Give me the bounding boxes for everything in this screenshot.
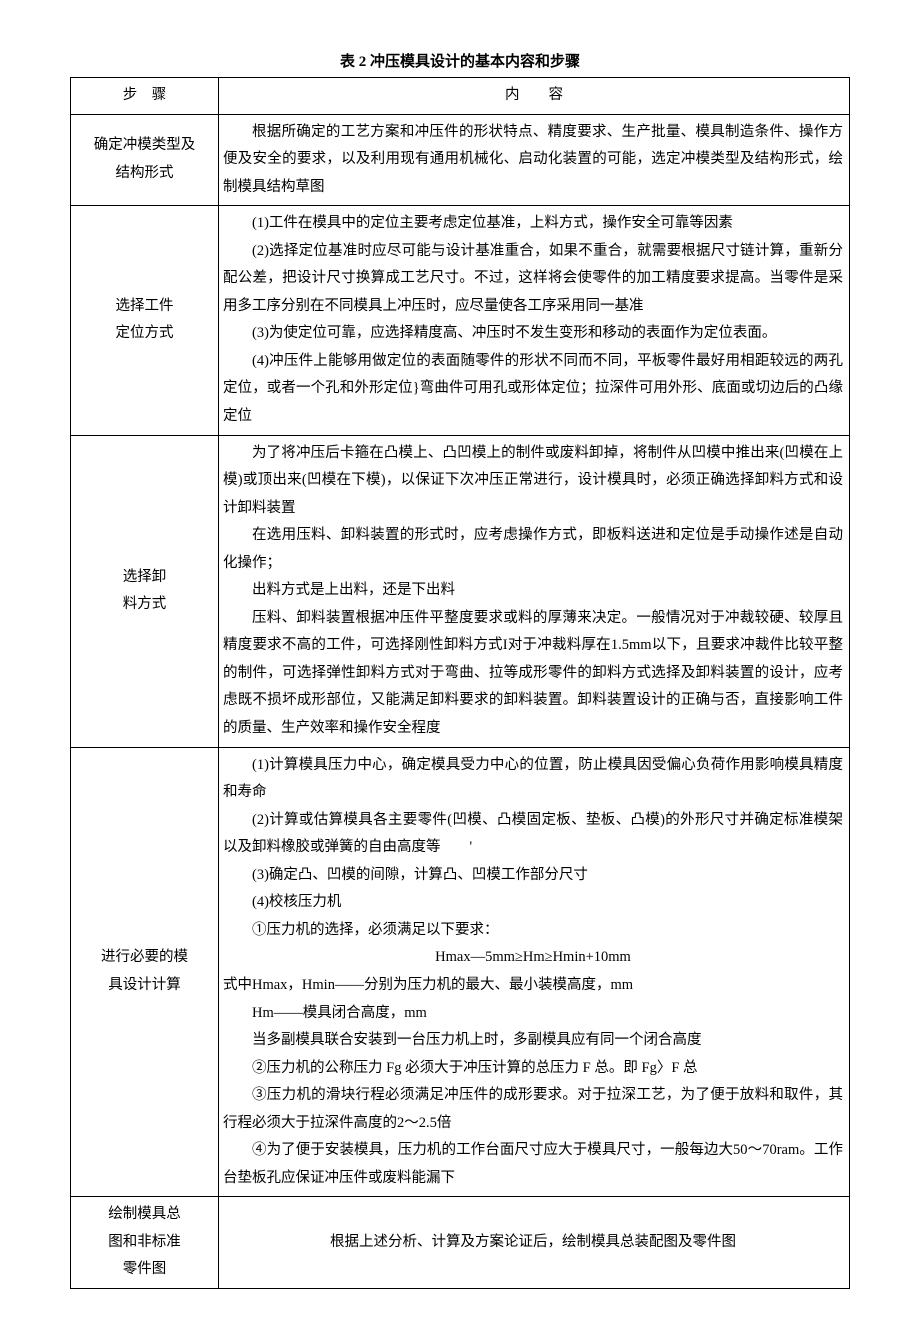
step-line: 选择卸 [73, 564, 216, 592]
content-line: (3)确定凸、凹模的间隙，计算凸、凹模工作部分尺寸 [223, 862, 843, 890]
content-line: 当多副模具联合安装到一台压力机上时，多副模具应有同一个闭合高度 [223, 1027, 843, 1055]
content-line: 根据上述分析、计算及方案论证后，绘制模具总装配图及零件图 [330, 1234, 736, 1250]
step-cell: 确定冲模类型及结构形式 [71, 114, 219, 206]
content-line: ②压力机的公称压力 Fg 必须大于冲压计算的总压力 F 总。即 Fg〉F 总 [223, 1055, 843, 1083]
content-line: 式中Hmax，Hmin——分别为压力机的最大、最小装模高度，mm [223, 977, 633, 993]
step-line: 料方式 [73, 591, 216, 619]
table-title: 表 2 冲压模具设计的基本内容和步骤 [70, 50, 850, 71]
content-cell: (1)计算模具压力中心，确定模具受力中心的位置，防止模具因受偏心负荷作用影响模具… [219, 747, 850, 1197]
header-content: 内 容 [219, 78, 850, 115]
step-line: 选择工件 [73, 293, 216, 321]
content-line: ①压力机的选择，必须满足以下要求： [223, 917, 843, 945]
step-line: 零件图 [73, 1256, 216, 1284]
content-cell: 根据上述分析、计算及方案论证后，绘制模具总装配图及零件图 [219, 1197, 850, 1289]
step-line: 定位方式 [73, 320, 216, 348]
header-step: 步 骤 [71, 78, 219, 115]
step-line: 具设计计算 [73, 972, 216, 1000]
step-cell: 选择卸料方式 [71, 435, 219, 747]
content-line: (1)工件在模具中的定位主要考虑定位基准，上料方式，操作安全可靠等因素 [223, 210, 843, 238]
content-line: Hmax—5mm≥Hm≥Hmin+10mm [223, 944, 843, 972]
table-header-row: 步 骤 内 容 [71, 78, 850, 115]
content-line: 根据所确定的工艺方案和冲压件的形状特点、精度要求、生产批量、模具制造条件、操作方… [223, 119, 843, 202]
content-line: (1)计算模具压力中心，确定模具受力中心的位置，防止模具因受偏心负荷作用影响模具… [223, 752, 843, 807]
content-line: (4)校核压力机 [223, 889, 843, 917]
content-line: 在选用压料、卸料装置的形式时，应考虑操作方式，即板料送进和定位是手动操作述是自动… [223, 522, 843, 577]
step-line: 结构形式 [73, 160, 216, 188]
content-line: (3)为使定位可靠，应选择精度高、冲压时不发生变形和移动的表面作为定位表面。 [223, 320, 843, 348]
content-cell: (1)工件在模具中的定位主要考虑定位基准，上料方式，操作安全可靠等因素(2)选择… [219, 206, 850, 435]
content-cell: 为了将冲压后卡箍在凸模上、凸凹模上的制件或废料卸掉，将制件从凹模中推出来(凹模在… [219, 435, 850, 747]
step-cell: 绘制模具总图和非标准零件图 [71, 1197, 219, 1289]
content-line: 出料方式是上出料，还是下出料 [223, 577, 843, 605]
content-line: Hm——模具闭合高度，mm [223, 1000, 843, 1028]
table-row: 确定冲模类型及结构形式根据所确定的工艺方案和冲压件的形状特点、精度要求、生产批量… [71, 114, 850, 206]
step-line: 进行必要的模 [73, 944, 216, 972]
step-cell: 选择工件定位方式 [71, 206, 219, 435]
content-line: (2)选择定位基准时应尽可能与设计基准重合，如果不重合，就需要根据尺寸链计算，重… [223, 238, 843, 321]
step-line: 绘制模具总 [73, 1201, 216, 1229]
step-line: 确定冲模类型及 [73, 132, 216, 160]
content-cell: 根据所确定的工艺方案和冲压件的形状特点、精度要求、生产批量、模具制造条件、操作方… [219, 114, 850, 206]
content-line: 压料、卸料装置根据冲压件平整度要求或料的厚薄来决定。一般情况对于冲裁较硬、较厚且… [223, 605, 843, 743]
content-line: ④为了便于安装模具，压力机的工作台面尺寸应大于模具尺寸，一般每边大50～70ra… [223, 1137, 843, 1192]
table-row: 进行必要的模具设计计算(1)计算模具压力中心，确定模具受力中心的位置，防止模具因… [71, 747, 850, 1197]
table-row: 选择卸料方式为了将冲压后卡箍在凸模上、凸凹模上的制件或废料卸掉，将制件从凹模中推… [71, 435, 850, 747]
design-steps-table: 步 骤 内 容 确定冲模类型及结构形式根据所确定的工艺方案和冲压件的形状特点、精… [70, 77, 850, 1289]
content-line: (2)计算或估算模具各主要零件(凹模、凸模固定板、垫板、凸模)的外形尺寸并确定标… [223, 807, 843, 862]
step-cell: 进行必要的模具设计计算 [71, 747, 219, 1197]
content-line: ③压力机的滑块行程必须满足冲压件的成形要求。对于拉深工艺，为了便于放料和取件，其… [223, 1082, 843, 1137]
content-line: 为了将冲压后卡箍在凸模上、凸凹模上的制件或废料卸掉，将制件从凹模中推出来(凹模在… [223, 440, 843, 523]
step-line: 图和非标准 [73, 1229, 216, 1257]
table-row: 选择工件定位方式(1)工件在模具中的定位主要考虑定位基准，上料方式，操作安全可靠… [71, 206, 850, 435]
table-row: 绘制模具总图和非标准零件图 根据上述分析、计算及方案论证后，绘制模具总装配图及零件… [71, 1197, 850, 1289]
content-line: (4)冲压件上能够用做定位的表面随零件的形状不同而不同，平板零件最好用相距较远的… [223, 348, 843, 431]
